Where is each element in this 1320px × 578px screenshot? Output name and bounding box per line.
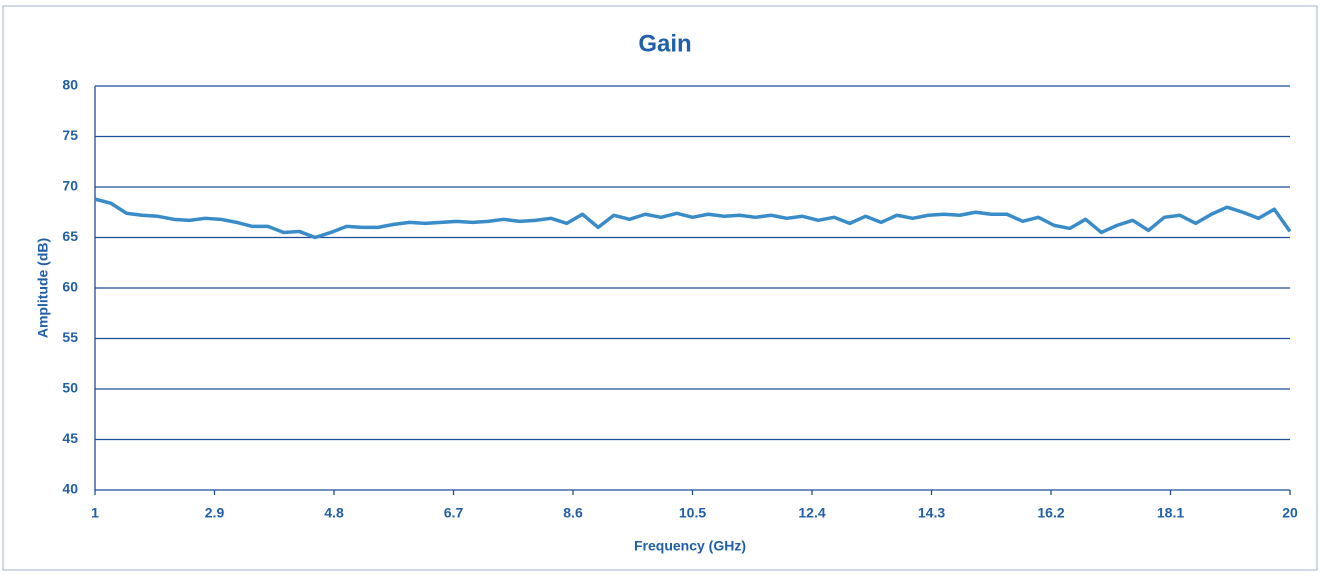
- data-line: [94, 197, 1292, 240]
- x-axis-title: Frequency (GHz): [634, 538, 746, 554]
- x-tick-label: 16.2: [1037, 505, 1064, 521]
- x-tick-label: 18.1: [1157, 505, 1184, 521]
- x-tick-label: 20: [1282, 505, 1298, 521]
- y-tick-label: 65: [62, 228, 78, 244]
- y-tick-label: 70: [62, 178, 78, 194]
- y-tick-label: 60: [62, 279, 78, 295]
- x-tick-label: 2.9: [205, 505, 225, 521]
- y-tick-label: 45: [62, 430, 78, 446]
- x-tick-label: 14.3: [918, 505, 945, 521]
- y-axis-title: Amplitude (dB): [35, 238, 51, 338]
- chart-title: Gain: [638, 30, 691, 57]
- x-tick-label: 6.7: [444, 505, 464, 521]
- x-tick-label: 8.6: [563, 505, 583, 521]
- x-tick-label: 4.8: [324, 505, 344, 521]
- x-tick-label: 1: [91, 505, 99, 521]
- y-tick-label: 55: [62, 329, 78, 345]
- y-tick-label: 75: [62, 127, 78, 143]
- y-tick-label: 40: [62, 481, 78, 497]
- x-tick-label: 12.4: [798, 505, 825, 521]
- y-tick-label: 80: [62, 77, 78, 93]
- x-tick-label: 10.5: [679, 505, 706, 521]
- y-tick-label: 50: [62, 380, 78, 396]
